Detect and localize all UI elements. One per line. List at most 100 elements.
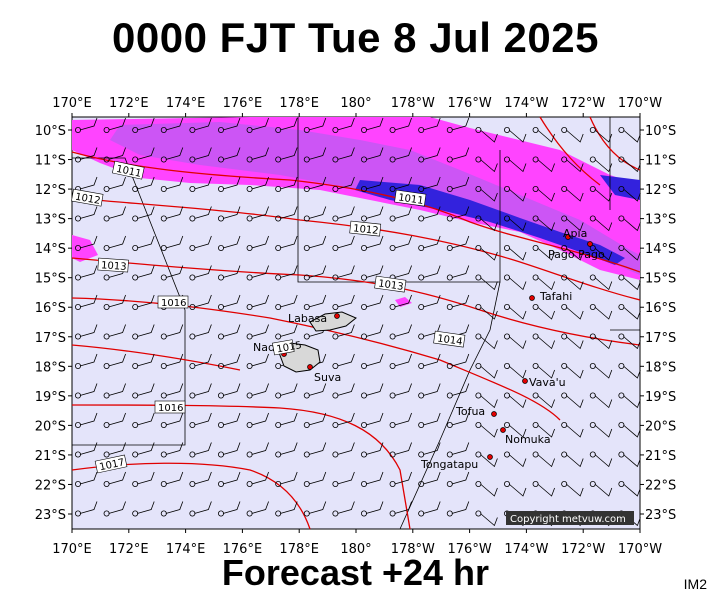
lat-label: 11°S <box>35 154 66 169</box>
wind-barb <box>217 294 241 310</box>
wind-barb <box>475 244 498 261</box>
wind-barb <box>503 156 527 173</box>
lat-label: 18°S <box>35 360 66 375</box>
wind-barb <box>589 303 613 320</box>
wind-barb <box>418 265 441 281</box>
rain-band-mid <box>110 122 640 275</box>
wind-barb <box>475 303 498 320</box>
lat-label: 12°S <box>645 183 676 198</box>
isobar-label: 1016 <box>154 400 186 414</box>
image-tag: IM2 <box>683 576 707 592</box>
wind-barb <box>360 117 384 134</box>
lon-label: 176°W <box>448 542 492 557</box>
wind-barb <box>561 480 584 497</box>
wind-barb <box>103 206 126 222</box>
wind-barb <box>332 471 355 487</box>
wind-barb <box>160 442 184 458</box>
wind-barb <box>189 176 212 192</box>
wind-barb <box>475 362 498 379</box>
lat-label: 12°S <box>35 183 66 198</box>
wind-barb <box>389 383 412 399</box>
lat-label: 15°S <box>35 272 66 287</box>
wind-barb <box>360 176 384 192</box>
wind-barb <box>75 353 98 369</box>
wind-barb <box>275 294 298 310</box>
wind-barb <box>532 362 555 379</box>
wind-barb <box>275 501 298 517</box>
lon-label: 176°W <box>448 96 492 111</box>
wind-barb <box>418 383 441 399</box>
label-nadi: Nadi <box>253 341 278 354</box>
wind-barb <box>475 274 498 291</box>
wind-barb <box>589 392 613 409</box>
wind-barb <box>418 117 441 134</box>
wind-barb <box>217 412 241 428</box>
lat-label: 10°S <box>645 124 676 139</box>
wind-barb <box>132 501 155 517</box>
wind-barb <box>189 147 212 163</box>
wind-barb <box>160 235 184 251</box>
wind-barb <box>503 185 527 202</box>
wind-barb <box>475 392 498 409</box>
wind-barb <box>475 215 498 232</box>
wind-barb <box>532 244 555 261</box>
isobar-label: 1012 <box>349 220 382 237</box>
wind-barb <box>189 324 212 340</box>
marker-nomuka <box>500 427 506 433</box>
wind-barb <box>217 235 241 251</box>
svg-text:1015: 1015 <box>276 340 303 355</box>
wind-barb <box>418 471 441 487</box>
wind-barb <box>75 147 98 163</box>
svg-text:1013: 1013 <box>101 260 127 273</box>
wind-barb <box>246 176 269 192</box>
lon-label: 172°E <box>109 96 149 111</box>
wind-barb <box>532 156 555 173</box>
wind-barb <box>532 274 555 291</box>
wind-barb <box>475 451 498 468</box>
lon-label: 170°E <box>52 542 92 557</box>
rain-patch-central <box>395 297 412 307</box>
wind-barb <box>618 127 641 143</box>
wind-barb <box>103 324 126 340</box>
wind-barb <box>189 471 212 487</box>
wind-barb <box>275 117 298 134</box>
wind-barb <box>475 185 498 202</box>
wind-barb <box>303 235 327 251</box>
wind-barb <box>418 294 441 310</box>
wind-barb <box>446 117 470 134</box>
wind-barb <box>360 412 384 428</box>
label-pago-pago: Pago Pago <box>548 248 605 261</box>
wind-barb <box>618 333 641 350</box>
wind-barb <box>132 383 155 399</box>
isobar-label: 1014 <box>433 330 466 348</box>
wind-barb <box>389 324 412 340</box>
lon-label: 178°W <box>391 96 435 111</box>
wind-barb <box>303 294 327 310</box>
wind-barb <box>75 383 98 399</box>
svg-text:1011: 1011 <box>115 164 142 180</box>
marker-pago-pago <box>587 241 593 247</box>
wind-barb <box>418 176 441 192</box>
wind-barb <box>532 333 555 350</box>
wind-barb <box>189 412 212 428</box>
marker-vavau <box>522 378 528 384</box>
forecast-label: Forecast +24 hr <box>221 552 490 593</box>
wind-barb <box>503 362 527 379</box>
lon-label: 170°W <box>618 96 662 111</box>
wind-barb <box>332 442 355 458</box>
wind-barb <box>503 215 527 232</box>
wind-barb <box>303 265 327 281</box>
wind-barb <box>589 156 613 173</box>
wind-barb <box>160 501 184 517</box>
wind-barb <box>561 303 584 320</box>
lon-label: 172°W <box>561 542 605 557</box>
lat-label: 10°S <box>35 124 66 139</box>
wind-barb <box>246 265 269 281</box>
wind-barb <box>132 265 155 281</box>
wind-barb <box>618 392 641 409</box>
wind-barb <box>332 265 355 281</box>
wind-barb <box>217 117 241 134</box>
wind-barb <box>246 147 269 163</box>
lat-label: 23°S <box>35 508 66 523</box>
wind-barb <box>618 274 641 291</box>
